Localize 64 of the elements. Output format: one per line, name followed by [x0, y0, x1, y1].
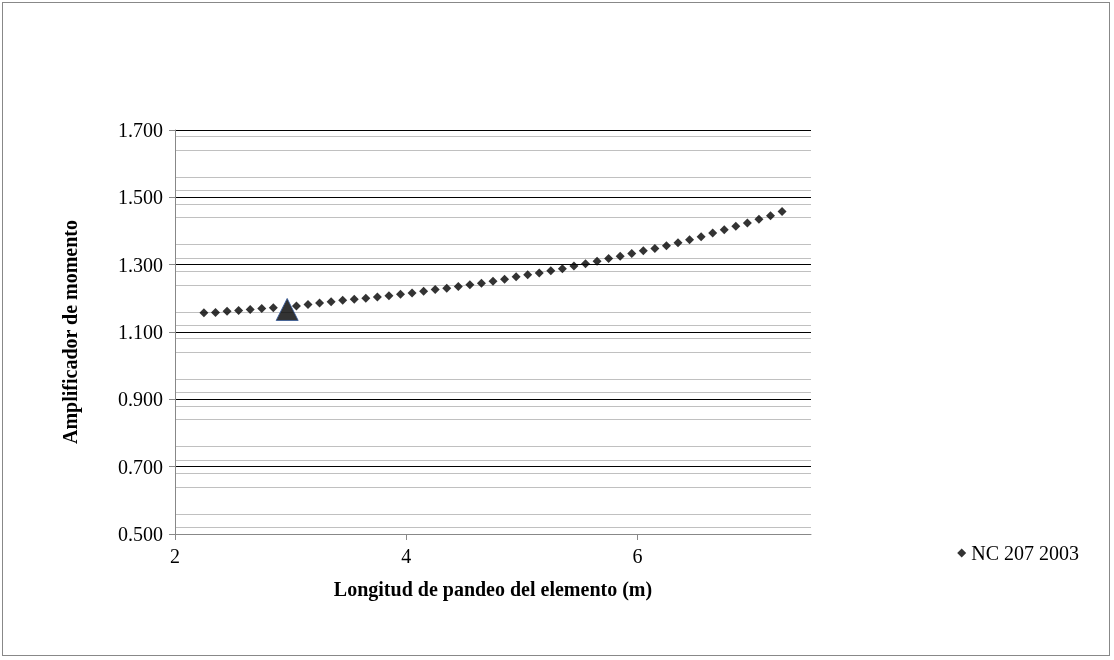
point	[650, 244, 660, 254]
point	[349, 294, 359, 304]
x-tick-label: 2	[170, 545, 180, 567]
point	[719, 225, 729, 235]
y-tick-label: 1.300	[118, 253, 163, 276]
point	[546, 266, 556, 276]
point	[557, 264, 567, 274]
point	[453, 282, 463, 292]
point	[604, 254, 614, 264]
y-axis-title: Amplificador de momento	[59, 219, 82, 445]
point	[245, 304, 255, 314]
point	[511, 272, 521, 282]
point	[315, 298, 325, 308]
y-tick-label: 1.500	[118, 186, 163, 209]
y-tick-label: 1.700	[118, 119, 163, 141]
point	[569, 261, 579, 271]
y-tick-label: 1.100	[118, 321, 163, 343]
y-tick-label: 0.900	[118, 388, 163, 411]
point	[234, 305, 244, 315]
point	[222, 306, 232, 316]
point	[442, 283, 452, 293]
point	[638, 246, 648, 256]
point	[581, 259, 591, 269]
x-tick-label: 4	[401, 545, 412, 567]
point	[303, 299, 313, 309]
point	[268, 303, 278, 313]
point	[361, 293, 371, 303]
point	[372, 292, 382, 302]
point	[500, 274, 510, 284]
point	[338, 295, 348, 305]
point	[407, 288, 417, 298]
point	[326, 297, 336, 307]
point	[685, 235, 695, 245]
x-tick-label: 6	[632, 545, 643, 567]
point	[534, 268, 544, 278]
y-tick-label: 0.500	[118, 523, 163, 545]
point	[275, 297, 299, 321]
point	[766, 211, 776, 221]
point	[661, 241, 671, 251]
point	[696, 232, 706, 242]
point	[777, 206, 787, 216]
point	[476, 278, 486, 288]
x-axis-title: Longitud de pandeo del elemento (m)	[333, 578, 653, 601]
point	[430, 285, 440, 295]
point	[488, 276, 498, 286]
legend-label: NC 207 2003	[971, 542, 1080, 564]
point	[731, 221, 741, 231]
point	[384, 291, 394, 301]
point	[742, 218, 752, 228]
point	[754, 214, 764, 224]
point	[291, 301, 301, 311]
point	[627, 249, 637, 259]
point	[419, 286, 429, 296]
point	[199, 308, 209, 318]
point	[673, 238, 683, 248]
y-tick-label: 0.700	[118, 455, 163, 478]
point	[210, 307, 220, 317]
point	[523, 270, 533, 280]
point	[592, 256, 602, 266]
point	[395, 289, 405, 299]
point	[465, 280, 475, 290]
point	[615, 251, 625, 261]
point	[708, 228, 718, 238]
point	[257, 303, 267, 313]
